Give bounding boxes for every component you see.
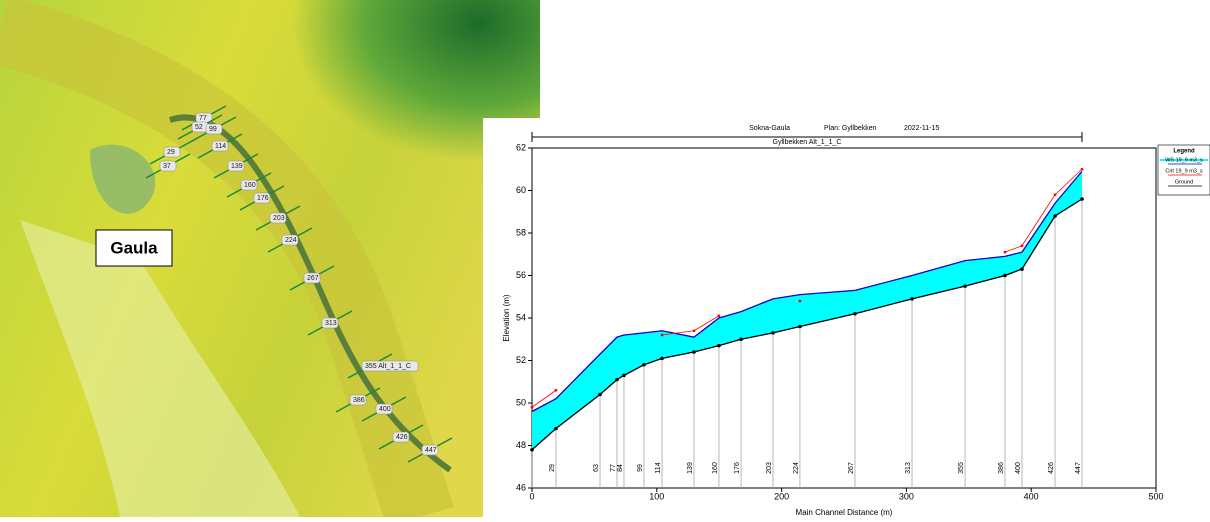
y-tick-label: 46 <box>516 482 526 492</box>
x-tick-label: 200 <box>774 491 789 501</box>
map-station-label: 203 <box>273 215 285 222</box>
map-station-label: 386 <box>353 397 365 404</box>
series-point <box>642 363 646 367</box>
map-station-label: 77 <box>199 115 207 122</box>
legend-label: Crit 19_9 m3_s <box>1165 168 1203 174</box>
screen: Gaula 2937775299114139160176203224267313… <box>0 0 1210 517</box>
map-station-label: 160 <box>244 182 256 189</box>
station-label: 114 <box>655 462 662 473</box>
series-point <box>1003 274 1007 278</box>
station-label: 99 <box>637 464 644 472</box>
series-point <box>1053 214 1057 218</box>
y-tick-label: 48 <box>516 440 526 450</box>
series-point <box>910 297 914 301</box>
x-tick-label: 100 <box>649 491 664 501</box>
chart-plan: Plan: Gyllbekken <box>824 125 877 132</box>
map-station-label: 267 <box>307 275 319 282</box>
station-label: 63 <box>593 464 600 472</box>
y-tick-label: 50 <box>516 397 526 407</box>
station-label: 447 <box>1075 462 1082 474</box>
map-label: Gaula <box>110 238 158 257</box>
station-label: 203 <box>766 462 773 474</box>
series-point <box>660 357 664 361</box>
series-point <box>1020 267 1024 271</box>
map-station-label: 139 <box>231 163 243 170</box>
station-label: 139 <box>687 462 694 474</box>
series-point <box>1081 168 1084 171</box>
series-point <box>963 284 967 288</box>
map-station-label: 176 <box>257 195 269 202</box>
map-station-label: 426 <box>396 434 408 441</box>
series-point <box>615 378 619 382</box>
x-tick-label: 400 <box>1024 491 1039 501</box>
series-point <box>1004 251 1007 254</box>
x-tick-label: 500 <box>1148 491 1163 501</box>
series-point <box>718 314 721 317</box>
map-station-label: 447 <box>425 447 437 454</box>
x-axis-label: Main Channel Distance (m) <box>796 508 893 517</box>
station-label: 313 <box>905 462 912 474</box>
series-point <box>1080 197 1084 201</box>
station-label: 400 <box>1015 462 1022 474</box>
y-tick-label: 52 <box>516 355 526 365</box>
series-point <box>1021 244 1024 247</box>
series-point <box>799 300 802 303</box>
y-tick-label: 54 <box>516 312 526 322</box>
legend-label: Ground <box>1175 179 1193 185</box>
station-label: 84 <box>617 464 624 472</box>
map-station-label: 400 <box>379 406 391 413</box>
series-point <box>693 329 696 332</box>
map-station-label: 99 <box>209 126 217 133</box>
station-label: 77 <box>610 464 617 472</box>
map-station-label: 313 <box>325 320 337 327</box>
page: {"map": {"label": "Gaula", "stations": [… <box>0 0 1210 517</box>
station-label: 224 <box>793 462 800 474</box>
chart-date: 2022-11-15 <box>904 125 939 132</box>
legend-title: Legend <box>1173 149 1195 155</box>
station-label: 355 <box>958 462 965 474</box>
y-tick-label: 56 <box>516 270 526 280</box>
station-label: 386 <box>998 462 1005 474</box>
y-tick-label: 60 <box>516 185 526 195</box>
series-point <box>798 325 802 329</box>
map-station-label: 355 Alt_1_1_C <box>365 363 411 370</box>
map-station-label: 37 <box>163 163 171 170</box>
station-label: 267 <box>848 462 855 474</box>
map-station-label: 114 <box>215 143 226 150</box>
chart-subtitle: Gyllbekken Alt_1_1_C <box>773 139 842 146</box>
series-point <box>555 389 558 392</box>
chart-title: Sokna-Gaula <box>749 125 790 132</box>
series-point <box>853 312 857 316</box>
map-station-label: 52 <box>195 124 203 131</box>
station-label: 29 <box>549 464 556 472</box>
map-station-label: 224 <box>285 237 297 244</box>
map-station-label: 29 <box>167 149 175 156</box>
series-point <box>531 406 534 409</box>
series-point <box>661 334 664 337</box>
series-point <box>598 393 602 397</box>
series-point <box>692 350 696 354</box>
series-point <box>717 344 721 348</box>
series-point <box>622 374 626 378</box>
chart-panel <box>483 118 1210 517</box>
series-point <box>1054 193 1057 196</box>
station-label: 176 <box>734 462 741 474</box>
series-point <box>530 448 534 452</box>
station-label: 160 <box>712 462 719 474</box>
x-tick-label: 0 <box>529 491 534 501</box>
y-tick-label: 58 <box>516 227 526 237</box>
legend-label: WS 19_9 m3_s <box>1165 157 1203 163</box>
map: Gaula <box>0 0 540 517</box>
station-label: 426 <box>1048 462 1055 474</box>
series-point <box>554 427 558 431</box>
x-tick-label: 300 <box>899 491 914 501</box>
y-axis-label: Elevation (m) <box>502 294 511 341</box>
series-point <box>771 331 775 335</box>
y-tick-label: 62 <box>516 142 526 152</box>
series-point <box>739 337 743 341</box>
